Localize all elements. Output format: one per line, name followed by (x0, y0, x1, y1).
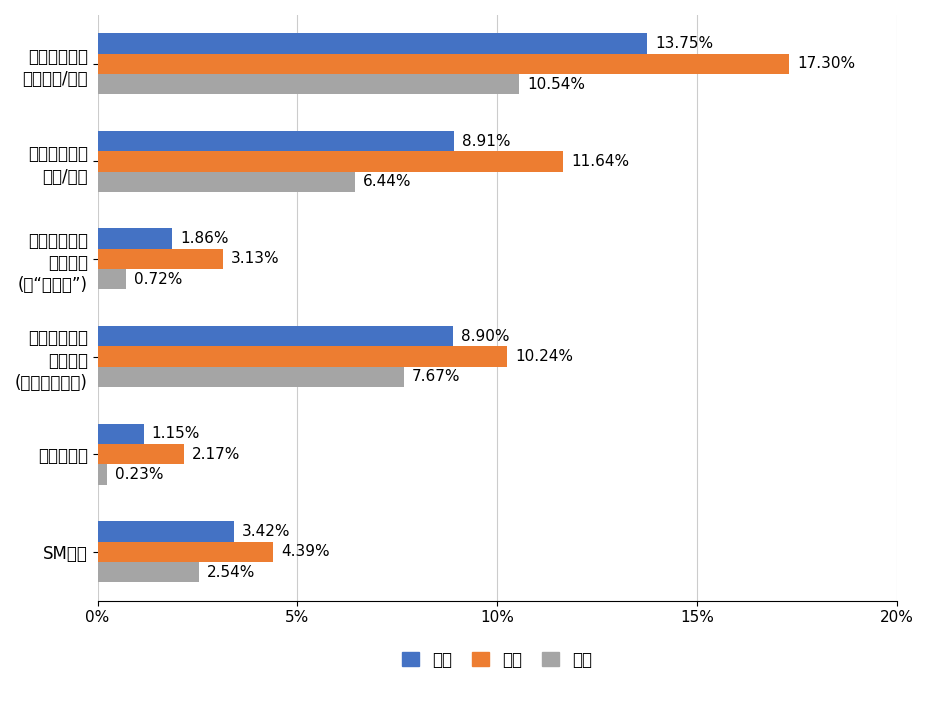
Text: 11.64%: 11.64% (571, 154, 628, 169)
Bar (97, 131, 453, 152)
Bar (97, 326, 453, 347)
Text: 2.54%: 2.54% (207, 565, 255, 579)
Bar (97, 367, 404, 387)
Legend: 全体, 男生, 女生: 全体, 男生, 女生 (395, 644, 599, 676)
Text: 8.90%: 8.90% (461, 328, 509, 344)
Text: 0.72%: 0.72% (135, 272, 183, 287)
Text: 0.23%: 0.23% (115, 467, 163, 482)
Bar (97, 562, 199, 582)
Bar (97, 423, 144, 444)
Bar (97, 444, 184, 464)
Text: 1.15%: 1.15% (151, 426, 200, 442)
Bar (97, 521, 234, 542)
Text: 17.30%: 17.30% (796, 57, 855, 71)
Text: 1.86%: 1.86% (180, 231, 228, 247)
Text: 2.17%: 2.17% (192, 447, 240, 462)
Bar (97, 269, 126, 289)
Bar (97, 152, 562, 172)
Text: 10.54%: 10.54% (526, 77, 585, 91)
Bar (97, 33, 647, 54)
Text: 7.67%: 7.67% (412, 370, 460, 384)
Bar (97, 249, 223, 269)
Bar (97, 464, 107, 485)
Bar (97, 74, 519, 94)
Bar (97, 542, 273, 562)
Text: 8.91%: 8.91% (461, 133, 509, 149)
Bar (97, 54, 788, 74)
Text: 3.42%: 3.42% (242, 524, 290, 539)
Text: 6.44%: 6.44% (363, 174, 411, 189)
Text: 10.24%: 10.24% (514, 349, 573, 364)
Text: 13.75%: 13.75% (654, 36, 713, 51)
Bar (97, 347, 507, 367)
Bar (97, 228, 172, 249)
Text: 4.39%: 4.39% (281, 544, 329, 559)
Text: 3.13%: 3.13% (230, 252, 279, 267)
Bar (97, 172, 354, 192)
